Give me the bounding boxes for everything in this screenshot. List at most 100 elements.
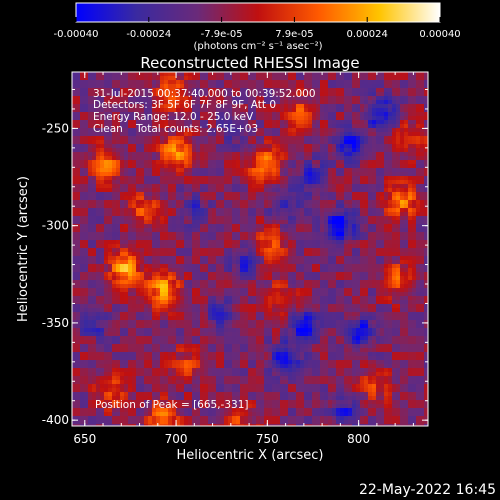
image-pixel xyxy=(192,76,197,81)
image-pixel xyxy=(76,368,81,373)
image-pixel xyxy=(184,132,189,137)
image-pixel xyxy=(100,296,105,301)
image-pixel xyxy=(76,324,81,329)
image-pixel xyxy=(132,284,137,289)
image-pixel xyxy=(268,80,273,85)
image-pixel xyxy=(228,344,233,349)
image-pixel xyxy=(212,232,217,237)
image-pixel xyxy=(152,416,157,421)
image-pixel xyxy=(204,424,209,426)
image-pixel xyxy=(144,196,149,201)
image-pixel xyxy=(120,320,125,325)
image-pixel xyxy=(272,284,277,289)
image-pixel xyxy=(240,228,245,233)
image-pixel xyxy=(152,176,157,181)
image-pixel xyxy=(116,368,121,373)
image-pixel xyxy=(240,116,245,121)
image-pixel xyxy=(244,348,249,353)
image-pixel xyxy=(96,360,101,365)
image-pixel xyxy=(236,244,241,249)
image-pixel xyxy=(180,300,185,305)
image-pixel xyxy=(128,244,133,249)
image-pixel xyxy=(184,352,189,357)
image-pixel xyxy=(116,168,121,173)
image-pixel xyxy=(248,384,253,389)
image-pixel xyxy=(152,140,157,145)
image-pixel xyxy=(120,408,125,413)
image-pixel xyxy=(236,308,241,313)
image-pixel xyxy=(244,168,249,173)
image-pixel xyxy=(96,352,101,357)
image-pixel xyxy=(268,268,273,273)
image-pixel xyxy=(84,312,89,317)
image-pixel xyxy=(96,116,101,121)
image-pixel xyxy=(108,384,113,389)
image-pixel xyxy=(236,268,241,273)
image-pixel xyxy=(148,336,153,341)
image-pixel xyxy=(112,180,117,185)
image-pixel xyxy=(96,288,101,293)
image-pixel xyxy=(232,220,237,225)
image-pixel xyxy=(268,192,273,197)
image-pixel xyxy=(76,144,81,149)
image-pixel xyxy=(188,104,193,109)
image-pixel xyxy=(280,284,285,289)
image-pixel xyxy=(112,328,117,333)
image-pixel xyxy=(288,340,293,345)
image-pixel xyxy=(248,340,253,345)
image-pixel xyxy=(88,296,93,301)
image-pixel xyxy=(72,284,77,289)
image-pixel xyxy=(220,100,225,105)
image-pixel xyxy=(96,224,101,229)
image-pixel xyxy=(252,164,257,169)
image-pixel xyxy=(128,420,133,425)
image-pixel xyxy=(240,292,245,297)
image-pixel xyxy=(176,104,181,109)
image-pixel xyxy=(284,276,289,281)
image-pixel xyxy=(156,392,161,397)
image-pixel xyxy=(188,168,193,173)
image-pixel xyxy=(76,352,81,357)
image-pixel xyxy=(280,416,285,421)
image-pixel xyxy=(72,164,77,169)
image-pixel xyxy=(188,144,193,149)
image-pixel xyxy=(292,304,297,309)
image-pixel xyxy=(176,232,181,237)
image-pixel xyxy=(228,196,233,201)
image-pixel xyxy=(128,268,133,273)
image-pixel xyxy=(140,208,145,213)
image-pixel xyxy=(100,104,105,109)
image-pixel xyxy=(196,328,201,333)
image-pixel xyxy=(212,396,217,401)
image-pixel xyxy=(88,336,93,341)
image-pixel xyxy=(184,304,189,309)
image-pixel xyxy=(176,348,181,353)
image-pixel xyxy=(192,376,197,381)
image-pixel xyxy=(192,192,197,197)
image-pixel xyxy=(152,324,157,329)
image-pixel xyxy=(88,300,93,305)
image-pixel xyxy=(104,344,109,349)
image-pixel xyxy=(152,156,157,161)
image-pixel xyxy=(160,316,165,321)
image-pixel xyxy=(172,144,177,149)
image-pixel xyxy=(156,272,161,277)
image-pixel xyxy=(152,104,157,109)
image-pixel xyxy=(264,156,269,161)
image-pixel xyxy=(276,280,281,285)
image-pixel xyxy=(96,320,101,325)
image-pixel xyxy=(248,148,253,153)
image-pixel xyxy=(196,208,201,213)
image-pixel xyxy=(84,284,89,289)
image-pixel xyxy=(260,148,265,153)
image-pixel xyxy=(244,120,249,125)
image-pixel xyxy=(108,100,113,105)
image-pixel xyxy=(272,324,277,329)
image-pixel xyxy=(164,228,169,233)
image-pixel xyxy=(280,376,285,381)
image-pixel xyxy=(168,404,173,409)
image-pixel xyxy=(284,124,289,129)
image-pixel xyxy=(248,300,253,305)
image-pixel xyxy=(272,308,277,313)
image-pixel xyxy=(232,176,237,181)
